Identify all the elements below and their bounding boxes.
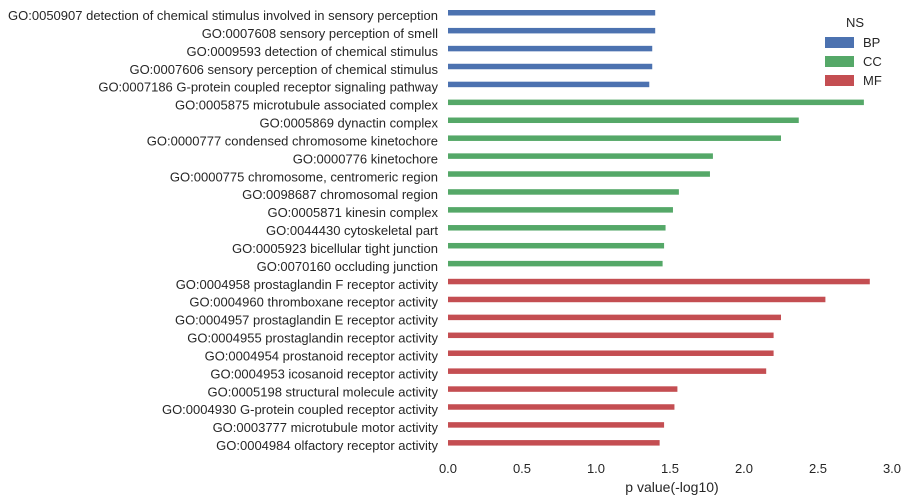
category-label: GO:0004960 thromboxane receptor activity [189,295,438,310]
category-label: GO:0005875 microtubule associated comple… [175,98,439,113]
bar-mf-22 [448,404,675,410]
legend-swatch-bp [825,37,854,48]
bar-cc-9 [448,171,710,177]
category-label: GO:0004984 olfactory receptor activity [216,438,438,453]
bar-cc-14 [448,260,663,267]
bar-bp-0 [448,10,656,16]
x-tick-label: 2.5 [809,461,827,476]
legend-label-cc: CC [863,54,882,69]
bar-mf-20 [448,368,767,374]
x-axis-title: p value(-log10) [625,479,718,495]
legend-label-bp: BP [863,35,880,50]
legend-title: NS [846,15,864,30]
category-label: GO:0005869 dynactin complex [260,116,439,131]
bar-mf-19 [448,350,774,356]
category-label: GO:0004930 G-protein coupled receptor ac… [162,402,439,417]
category-label: GO:0004957 prostaglandin E receptor acti… [175,313,439,328]
bar-mf-18 [448,332,774,339]
category-label: GO:0004953 icosanoid receptor activity [210,366,438,381]
bar-mf-24 [448,440,660,446]
category-label: GO:0000776 kinetochore [293,151,438,166]
category-label: GO:0000775 chromosome, centromeric regio… [170,169,438,184]
category-label: GO:0007608 sensory perception of smell [202,26,438,41]
category-label: GO:0005871 kinesin complex [267,205,438,220]
legend: NS BP CC MF [825,15,882,88]
category-label: GO:0005923 bicellular tight junction [232,241,438,256]
bar-bp-2 [448,45,653,52]
x-tick-label: 3.0 [883,461,901,476]
category-label: GO:0098687 chromosomal region [242,187,438,202]
category-label: GO:0070160 occluding junction [257,259,438,274]
category-label: GO:0003777 microtubule motor activity [213,420,439,435]
legend-label-mf: MF [863,73,882,88]
category-label: GO:0005198 structural molecule activity [208,384,439,399]
x-tick-label: 0.5 [513,461,531,476]
bars-group [448,10,870,446]
category-label: GO:0004958 prostaglandin F receptor acti… [176,277,439,292]
bar-cc-13 [448,242,665,249]
category-label: GO:0009593 detection of chemical stimulu… [187,44,439,59]
bar-cc-8 [448,153,713,159]
category-labels-group: GO:0050907 detection of chemical stimulu… [8,8,438,453]
bar-mf-17 [448,314,781,321]
category-label: GO:0050907 detection of chemical stimulu… [8,8,438,23]
x-tick-label: 2.0 [735,461,753,476]
category-label: GO:0007186 G-protein coupled receptor si… [98,80,438,95]
bar-cc-11 [448,207,673,213]
bar-cc-6 [448,117,799,124]
bar-cc-7 [448,135,781,141]
category-label: GO:0004954 prostanoid receptor activity [205,348,439,363]
category-label: GO:0004955 prostaglandin receptor activi… [187,331,438,346]
legend-swatch-mf [825,75,854,86]
bar-bp-1 [448,27,656,34]
bar-cc-12 [448,225,666,231]
bar-mf-21 [448,386,678,392]
bar-mf-15 [448,278,870,285]
bar-cc-10 [448,189,679,195]
x-tick-label: 1.0 [587,461,605,476]
category-label: GO:0007606 sensory perception of chemica… [129,62,438,77]
x-tick-label: 1.5 [661,461,679,476]
legend-swatch-cc [825,56,854,67]
bar-bp-3 [448,63,653,70]
category-label: GO:0044430 cytoskeletal part [266,223,438,238]
x-tick-label: 0.0 [439,461,457,476]
bar-cc-5 [448,99,864,106]
bar-mf-23 [448,422,665,428]
bar-mf-16 [448,296,826,303]
legend-entries: BP CC MF [825,35,882,88]
category-label: GO:0000777 condensed chromosome kinetoch… [147,133,438,148]
bar-bp-4 [448,81,650,88]
x-tick-labels-group: 0.0 0.5 1.0 1.5 2.0 2.5 3.0 [439,461,901,476]
